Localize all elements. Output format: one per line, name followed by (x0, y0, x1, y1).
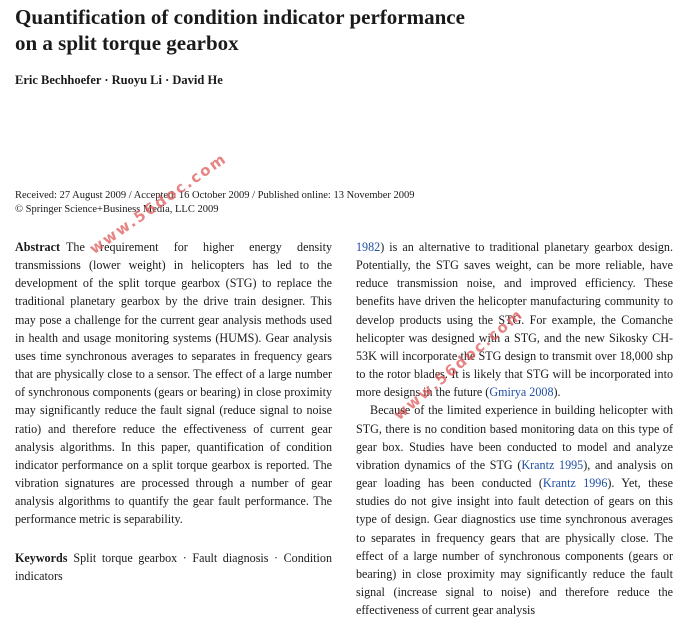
body-text: ) is an alternative to traditional plane… (356, 240, 673, 400)
received-dates: Received: 27 August 2009 / Accepted: 16 … (15, 190, 415, 201)
abstract-text: The requirement for higher energy densit… (15, 240, 332, 527)
copyright-line: © Springer Science+Business Media, LLC 2… (15, 204, 219, 215)
paper-title: Quantification of condition indicator pe… (15, 4, 575, 56)
right-column: 1982) is an alternative to traditional p… (356, 238, 673, 619)
keywords-label: Keywords (15, 550, 68, 565)
abstract-label: Abstract (15, 240, 61, 254)
title-line-1: Quantification of condition indicator pe… (15, 5, 465, 29)
citation-link[interactable]: Krantz 1995 (521, 457, 584, 472)
citation-link[interactable]: Krantz 1996 (542, 476, 608, 491)
keywords-paragraph: Keywords Split torque gearbox · Fault dia… (15, 549, 332, 585)
body-paragraph-1: 1982) is an alternative to traditional p… (356, 238, 673, 401)
author-list: Eric Bechhoefer · Ruoyu Li · David He (15, 73, 223, 87)
body-text: Because of the limited experience in bui… (356, 403, 673, 472)
body-text: ). Yet, these studies do not give insigh… (356, 476, 673, 618)
keywords-text: Split torque gearbox · Fault diagnosis ·… (15, 550, 332, 583)
citation-link[interactable]: 1982 (356, 240, 381, 254)
title-line-2: on a split torque gearbox (15, 31, 239, 55)
publication-dates: Received: 27 August 2009 / Accepted: 16 … (15, 189, 415, 217)
body-paragraph-2: Because of the limited experience in bui… (356, 401, 673, 619)
left-column: Abstract The requirement for higher energ… (15, 238, 332, 585)
citation-link[interactable]: Gmirya 2008 (489, 385, 554, 400)
body-text: ), and analysis on gear loading has been… (356, 457, 673, 491)
abstract-paragraph: Abstract The requirement for higher energ… (15, 238, 332, 529)
body-text: ). (553, 385, 561, 400)
